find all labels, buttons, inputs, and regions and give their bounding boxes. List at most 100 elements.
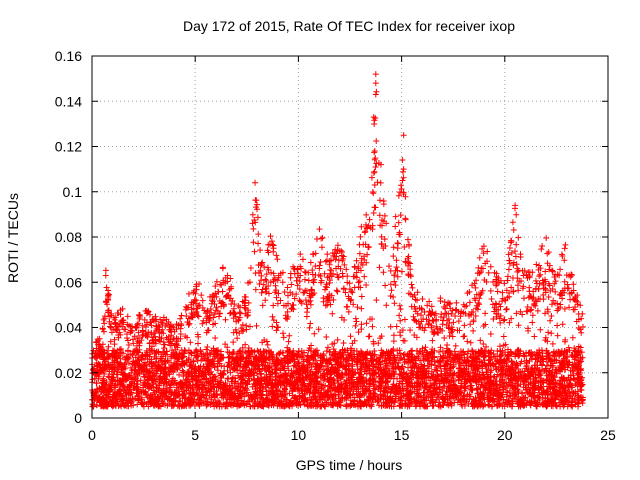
data-point <box>344 279 351 286</box>
data-point <box>285 338 292 345</box>
data-point <box>369 323 376 330</box>
data-point <box>218 375 225 382</box>
data-point <box>135 320 142 327</box>
data-point <box>381 388 388 395</box>
data-point <box>355 329 362 336</box>
data-point <box>288 281 295 288</box>
data-point <box>246 398 253 405</box>
data-point <box>543 234 550 241</box>
data-point <box>247 323 254 330</box>
data-point <box>261 336 268 343</box>
data-point <box>500 333 507 340</box>
data-point <box>358 326 365 333</box>
data-point <box>539 242 546 249</box>
data-point <box>376 264 383 271</box>
data-point <box>461 333 468 340</box>
data-point <box>397 317 404 324</box>
data-point <box>460 333 467 340</box>
data-point <box>371 204 378 211</box>
data-point <box>135 329 142 336</box>
data-point <box>164 357 171 364</box>
data-point <box>323 334 330 341</box>
data-point <box>569 334 576 341</box>
data-point <box>395 219 402 226</box>
data-point <box>393 323 400 330</box>
data-point <box>542 310 549 317</box>
data-point <box>429 337 436 344</box>
data-point <box>480 341 487 348</box>
data-point <box>230 339 237 346</box>
data-point <box>401 316 408 323</box>
data-point <box>358 293 365 300</box>
data-point <box>380 269 387 276</box>
data-point <box>204 344 211 351</box>
data-point <box>477 337 484 344</box>
data-point <box>559 321 566 328</box>
data-point <box>561 305 568 312</box>
data-point <box>437 344 444 351</box>
data-point <box>555 348 562 355</box>
data-point <box>488 295 495 302</box>
data-point <box>165 359 172 366</box>
data-point <box>272 282 279 289</box>
data-point <box>514 282 521 289</box>
data-point <box>544 350 551 357</box>
data-point <box>354 304 361 311</box>
data-point <box>545 249 552 256</box>
data-point <box>422 344 429 351</box>
data-point <box>195 333 202 340</box>
data-point <box>286 332 293 339</box>
data-point <box>390 332 397 339</box>
data-point <box>392 282 399 289</box>
data-point <box>489 403 496 410</box>
data-point <box>373 297 380 304</box>
data-point <box>470 327 477 334</box>
data-point <box>125 403 132 410</box>
data-point <box>224 348 231 355</box>
data-point <box>353 257 360 264</box>
data-point <box>134 401 141 408</box>
data-point <box>373 160 380 167</box>
data-point <box>212 335 219 342</box>
data-point <box>116 346 123 353</box>
data-point <box>548 330 555 337</box>
data-point <box>214 367 221 374</box>
data-point <box>505 397 512 404</box>
data-point <box>452 342 459 349</box>
data-point <box>351 397 358 404</box>
data-point <box>533 261 540 268</box>
data-point <box>294 282 301 289</box>
data-point <box>394 273 401 280</box>
data-point <box>270 317 277 324</box>
data-point <box>446 379 453 386</box>
data-point <box>254 347 261 354</box>
data-point <box>179 367 186 374</box>
data-point <box>288 374 295 381</box>
data-point <box>551 280 558 287</box>
data-point <box>397 332 404 339</box>
data-point <box>242 348 249 355</box>
data-point <box>383 302 390 309</box>
data-point <box>393 264 400 271</box>
data-point <box>529 319 536 326</box>
data-point <box>129 336 136 343</box>
data-point <box>269 323 276 330</box>
grid-lines <box>92 56 608 418</box>
data-point <box>256 280 263 287</box>
data-point <box>460 392 467 399</box>
data-point <box>482 310 489 317</box>
data-point <box>366 216 373 223</box>
data-point <box>363 281 370 288</box>
data-point <box>549 340 556 347</box>
data-point <box>333 287 340 294</box>
data-point <box>280 330 287 337</box>
data-point <box>387 323 394 330</box>
data-point <box>441 334 448 341</box>
data-point <box>148 322 155 329</box>
data-point <box>400 337 407 344</box>
data-point <box>547 317 554 324</box>
data-point <box>252 286 259 293</box>
data-point <box>347 333 354 340</box>
data-point <box>352 315 359 322</box>
